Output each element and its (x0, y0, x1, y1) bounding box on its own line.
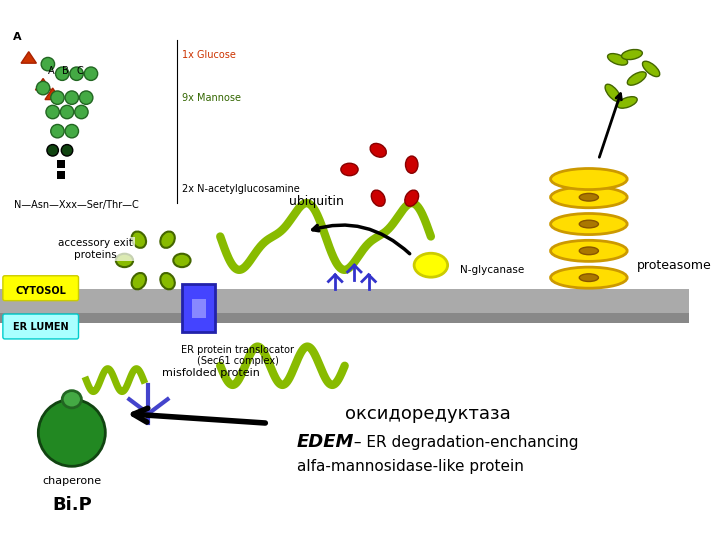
Circle shape (47, 145, 58, 156)
Ellipse shape (551, 213, 627, 234)
Text: N-glycanase: N-glycanase (459, 265, 524, 275)
Ellipse shape (608, 53, 628, 65)
Bar (58, 171, 65, 179)
Bar (182, 285, 215, 332)
Circle shape (61, 145, 73, 156)
Ellipse shape (161, 273, 175, 289)
Text: – ER degradation-enchancing: – ER degradation-enchancing (349, 435, 579, 450)
Circle shape (41, 57, 55, 71)
Ellipse shape (405, 190, 418, 206)
Text: Bi.P: Bi.P (52, 496, 91, 514)
Text: EDEM: EDEM (297, 433, 354, 451)
Text: 1x Glucose: 1x Glucose (182, 50, 236, 59)
Ellipse shape (174, 254, 191, 267)
Circle shape (60, 105, 73, 119)
Polygon shape (35, 78, 50, 90)
Circle shape (65, 91, 78, 104)
Text: ER LUMEN: ER LUMEN (14, 322, 69, 333)
Text: оксидоредуктаза: оксидоредуктаза (345, 404, 510, 423)
Text: A: A (12, 32, 21, 42)
Circle shape (55, 67, 69, 80)
Ellipse shape (551, 267, 627, 288)
Ellipse shape (414, 253, 448, 277)
Ellipse shape (372, 190, 385, 206)
Text: proteasome: proteasome (636, 259, 711, 272)
Text: ubiquitin: ubiquitin (289, 194, 343, 207)
Text: chaperone: chaperone (42, 476, 102, 485)
Circle shape (79, 91, 93, 104)
Ellipse shape (551, 168, 627, 190)
Bar (192, 299, 206, 318)
Circle shape (37, 82, 50, 95)
Bar (58, 160, 65, 167)
Text: alfa-mannosidase-like protein: alfa-mannosidase-like protein (297, 459, 523, 474)
Circle shape (65, 124, 78, 138)
Ellipse shape (621, 50, 642, 59)
Ellipse shape (161, 232, 175, 248)
Circle shape (50, 91, 64, 104)
Ellipse shape (62, 390, 81, 408)
Ellipse shape (132, 273, 146, 289)
Circle shape (84, 67, 98, 80)
Text: A: A (48, 66, 55, 76)
Ellipse shape (580, 193, 598, 201)
Ellipse shape (580, 274, 598, 281)
Ellipse shape (642, 61, 660, 77)
Circle shape (75, 105, 88, 119)
Text: misfolded protein: misfolded protein (162, 368, 260, 379)
Ellipse shape (132, 232, 146, 248)
Ellipse shape (580, 247, 598, 255)
Ellipse shape (370, 144, 387, 157)
FancyBboxPatch shape (3, 276, 78, 301)
Ellipse shape (580, 220, 598, 228)
Ellipse shape (617, 97, 637, 108)
Circle shape (50, 124, 64, 138)
Ellipse shape (551, 240, 627, 261)
Circle shape (70, 67, 84, 80)
Text: C: C (76, 66, 84, 76)
Text: B: B (62, 66, 69, 76)
Ellipse shape (405, 156, 418, 173)
Text: 9x Mannose: 9x Mannose (182, 93, 241, 103)
Ellipse shape (627, 72, 646, 85)
Ellipse shape (551, 187, 627, 208)
Bar (0, 289, 690, 313)
Bar (0, 313, 690, 323)
Ellipse shape (116, 254, 133, 267)
Ellipse shape (341, 163, 358, 176)
Text: CYTOSOL: CYTOSOL (16, 286, 67, 296)
Text: 2x N-acetylglucosamine: 2x N-acetylglucosamine (182, 184, 300, 194)
Circle shape (38, 399, 105, 466)
Polygon shape (21, 52, 37, 63)
Polygon shape (45, 88, 60, 99)
Ellipse shape (605, 84, 621, 102)
Text: ER protein translocator
(Sec61 complex): ER protein translocator (Sec61 complex) (181, 345, 294, 366)
Text: accessory exit
proteins: accessory exit proteins (58, 238, 133, 260)
FancyBboxPatch shape (3, 314, 78, 339)
Text: N—Asn—Xxx—Ser/Thr—C: N—Asn—Xxx—Ser/Thr—C (14, 200, 139, 210)
Circle shape (46, 105, 59, 119)
